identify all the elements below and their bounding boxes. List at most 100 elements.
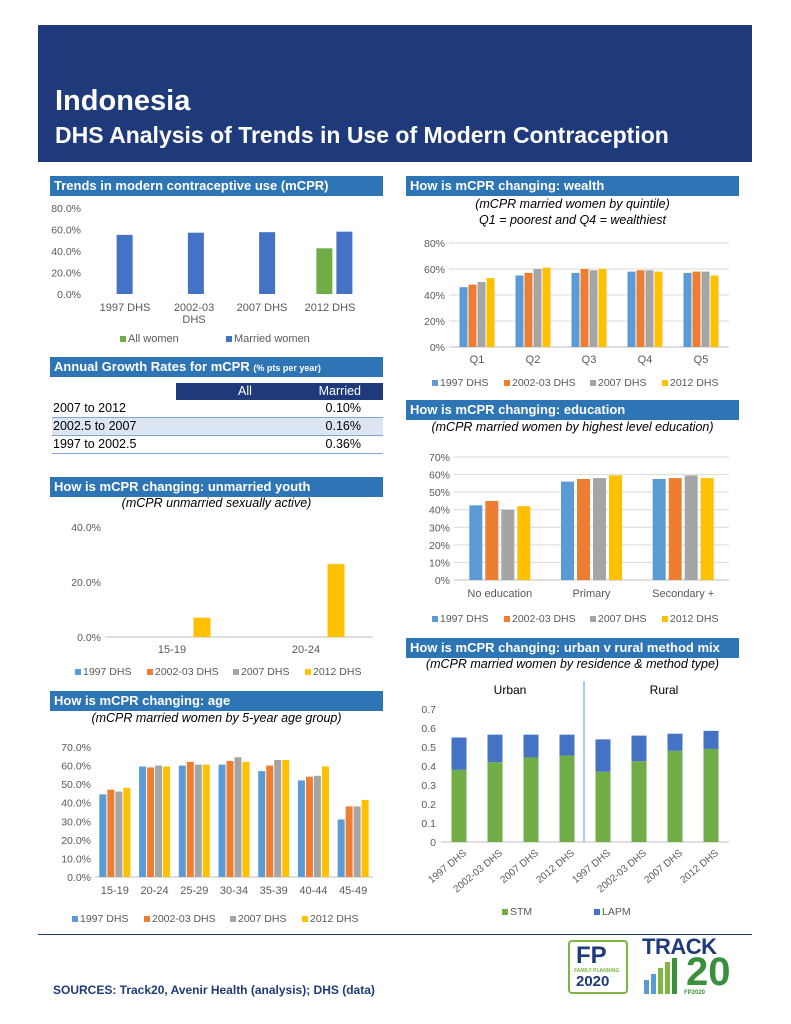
bar bbox=[193, 617, 211, 637]
track20-logo: TRACK 20 FP2020 bbox=[640, 934, 746, 998]
legend-swatch bbox=[230, 916, 236, 922]
bar bbox=[692, 271, 701, 347]
legend-swatch bbox=[594, 909, 600, 915]
x-category-label: Q1 bbox=[470, 354, 485, 366]
bar bbox=[139, 766, 147, 877]
y-tick-label: 20.0% bbox=[61, 835, 91, 847]
legend-swatch bbox=[432, 616, 438, 622]
wealth-subtitle-2: Q1 = poorest and Q4 = wealthiest bbox=[479, 213, 666, 227]
x-category-label: DHS bbox=[182, 314, 205, 326]
bar bbox=[316, 248, 333, 294]
y-tick-label: 20.0% bbox=[71, 577, 101, 589]
fp2020-logo-letters: FP bbox=[576, 942, 607, 969]
track20-logo-word: TRACK bbox=[642, 934, 717, 959]
logo-bar bbox=[672, 958, 677, 994]
bar bbox=[99, 794, 107, 877]
bar bbox=[297, 780, 305, 877]
bar bbox=[274, 760, 282, 877]
legend-swatch bbox=[72, 916, 78, 922]
table-row: 2007 to 2012 0.10% bbox=[52, 400, 383, 418]
x-category-label: 30-34 bbox=[220, 885, 248, 897]
growth-title: Annual Growth Rates for mCPR bbox=[54, 359, 250, 374]
bar bbox=[684, 475, 698, 580]
legend-label: 1997 DHS bbox=[440, 613, 488, 625]
x-category-label: 2012 DHS bbox=[305, 302, 356, 314]
legend-label: 1997 DHS bbox=[440, 377, 488, 389]
x-category-label: 1997 DHS bbox=[100, 302, 151, 314]
bar bbox=[107, 789, 115, 877]
table-row: 2002.5 to 2007 0.16% bbox=[52, 418, 383, 436]
legend-label: 2007 DHS bbox=[598, 377, 646, 389]
y-tick-label: 0.0% bbox=[77, 632, 101, 644]
row-label: 1997 to 2002.5 bbox=[53, 437, 137, 451]
bar bbox=[577, 478, 590, 580]
y-tick-label: 60.0% bbox=[51, 225, 81, 237]
bar bbox=[313, 775, 321, 877]
bar bbox=[259, 232, 276, 294]
y-tick-label: 50.0% bbox=[61, 779, 91, 791]
legend-label: 2002-03 DHS bbox=[155, 666, 219, 678]
bar bbox=[226, 760, 234, 877]
bar bbox=[451, 769, 467, 842]
legend-label: 2012 DHS bbox=[310, 913, 358, 925]
x-category-label: Secondary + bbox=[652, 588, 714, 600]
bar bbox=[186, 761, 194, 877]
title-banner: Indonesia DHS Analysis of Trends in Use … bbox=[38, 25, 752, 162]
x-category-label: 2012 DHS bbox=[679, 848, 722, 886]
section-header-education: How is mCPR changing: education bbox=[406, 400, 739, 420]
page-title: DHS Analysis of Trends in Use of Modern … bbox=[55, 122, 669, 148]
bar bbox=[258, 771, 266, 877]
sources-text: SOURCES: Track20, Avenir Health (analysi… bbox=[53, 983, 375, 997]
bar bbox=[523, 757, 539, 842]
bar bbox=[598, 269, 607, 347]
y-tick-label: 0% bbox=[435, 575, 450, 587]
bar bbox=[561, 481, 574, 580]
growth-units: (% pts per year) bbox=[253, 363, 321, 373]
bar bbox=[242, 761, 250, 877]
col-all-header: All bbox=[176, 383, 314, 400]
bar bbox=[703, 730, 719, 749]
bar bbox=[116, 234, 133, 294]
section-header-trends: Trends in modern contraceptive use (mCPR… bbox=[50, 176, 383, 196]
bar bbox=[636, 270, 645, 347]
bar bbox=[486, 278, 495, 347]
x-category-label: Primary bbox=[573, 588, 611, 600]
legend-label: Married women bbox=[234, 333, 310, 345]
legend-label: 2007 DHS bbox=[598, 613, 646, 625]
bar bbox=[321, 766, 329, 877]
x-category-label: 2012 DHS bbox=[535, 848, 578, 886]
col-all-label: All bbox=[238, 384, 252, 398]
fp2020-logo: FP FAMILY PLANNING 2020 bbox=[568, 940, 632, 996]
group-label: Rural bbox=[650, 683, 679, 697]
growth-rate-table: All Married 2007 to 2012 0.10% 2002.5 to … bbox=[52, 383, 383, 454]
y-tick-label: 40% bbox=[424, 290, 445, 302]
bar bbox=[559, 734, 575, 756]
bar bbox=[559, 755, 575, 842]
x-category-label: 2002-03 bbox=[174, 302, 214, 314]
bar bbox=[361, 799, 369, 877]
bar bbox=[710, 275, 719, 347]
y-tick-label: 20% bbox=[429, 540, 450, 552]
y-tick-label: 80% bbox=[424, 238, 445, 250]
logo-bar bbox=[658, 968, 663, 994]
section-header-youth: How is mCPR changing: unmarried youth bbox=[50, 477, 383, 497]
y-tick-label: 70% bbox=[429, 452, 450, 464]
y-tick-label: 10% bbox=[429, 557, 450, 569]
bar bbox=[654, 271, 663, 347]
bar bbox=[631, 735, 647, 762]
bar bbox=[345, 806, 353, 877]
section-header-urban: How is mCPR changing: urban v rural meth… bbox=[406, 638, 739, 658]
country-title: Indonesia bbox=[55, 85, 191, 117]
bar bbox=[533, 269, 542, 347]
y-tick-label: 50% bbox=[429, 487, 450, 499]
row-label: 2002.5 to 2007 bbox=[53, 419, 137, 433]
bar bbox=[609, 475, 622, 580]
bar bbox=[667, 733, 683, 751]
bar bbox=[703, 748, 719, 842]
bar bbox=[187, 232, 204, 294]
bar bbox=[218, 764, 226, 877]
y-tick-label: 70.0% bbox=[61, 742, 91, 754]
bar bbox=[652, 478, 666, 580]
bar bbox=[468, 284, 477, 347]
urban-subtitle: (mCPR married women by residence & metho… bbox=[425, 657, 720, 671]
